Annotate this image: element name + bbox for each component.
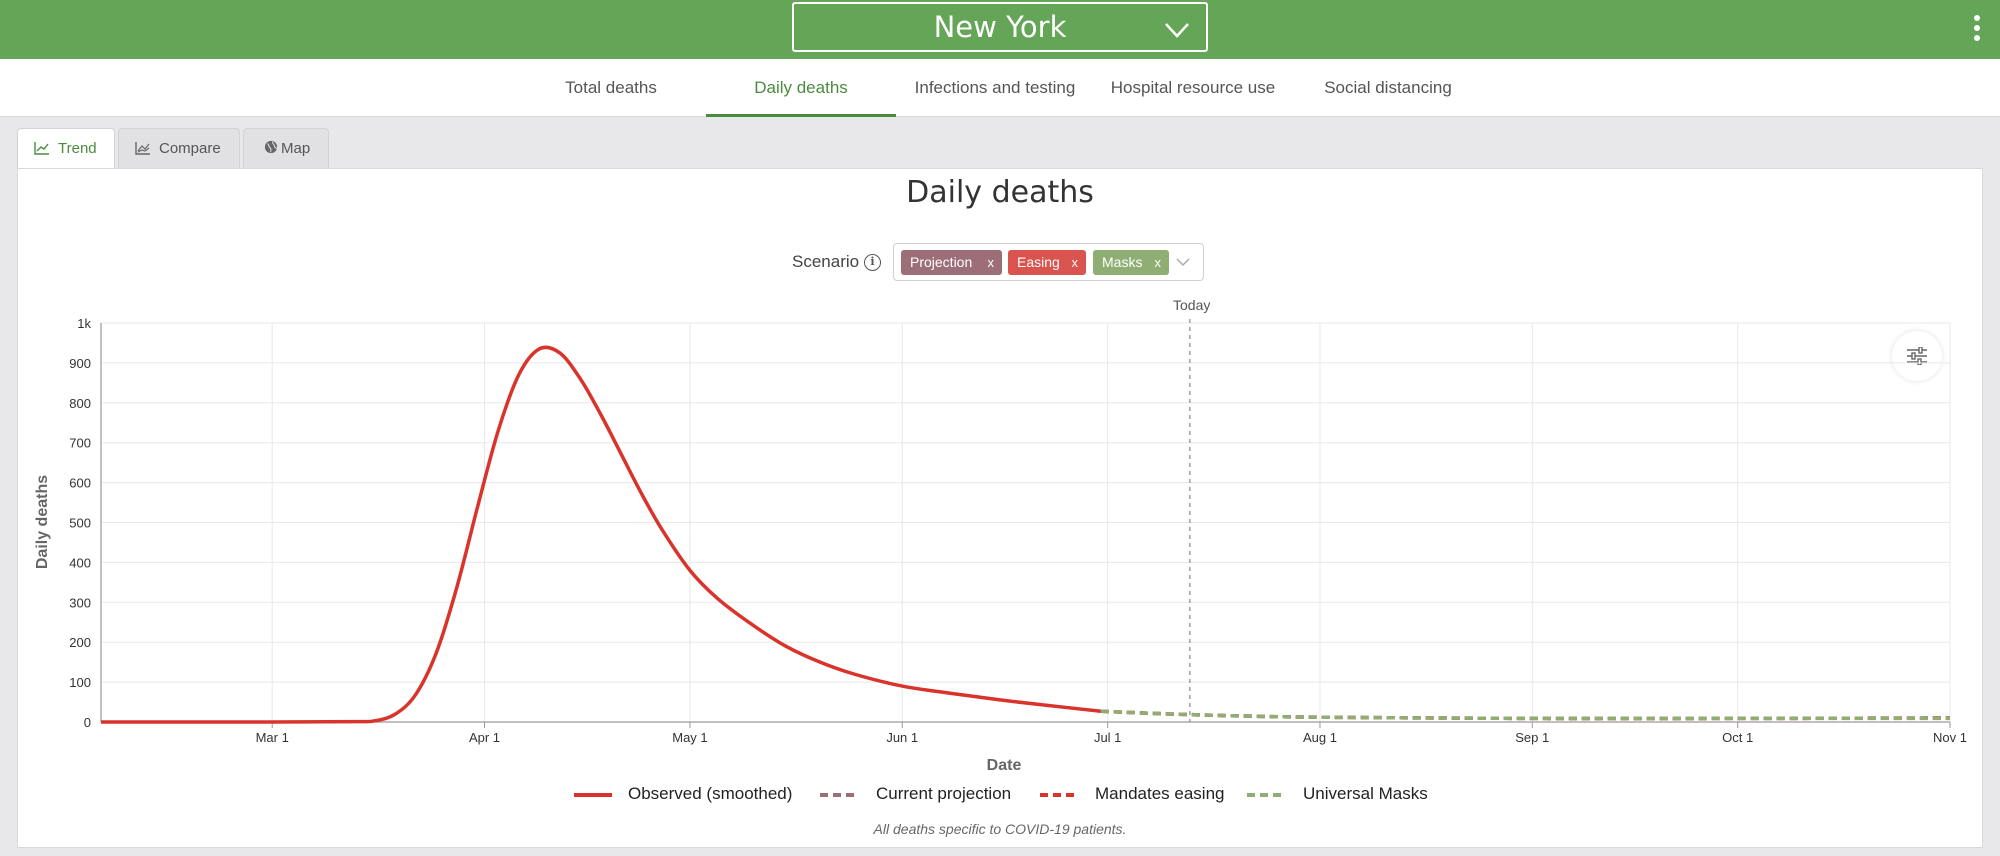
chip-label: Easing xyxy=(1017,254,1060,270)
close-icon[interactable]: x xyxy=(987,255,995,270)
location-dropdown[interactable]: New York xyxy=(792,2,1208,52)
chevron-down-icon[interactable] xyxy=(1175,254,1191,270)
legend-swatch-dashed xyxy=(820,793,858,797)
tab-total-deaths[interactable]: Total deaths xyxy=(565,78,657,97)
chip-label: Projection xyxy=(910,254,973,270)
scenario-chip-projection[interactable]: Projection x xyxy=(901,250,1002,275)
tab-infections-testing[interactable]: Infections and testing xyxy=(914,78,1076,97)
legend-swatch-solid xyxy=(574,793,612,797)
metric-tabs: Total deaths Daily deaths Infections and… xyxy=(0,59,2000,117)
scenario-chip-masks[interactable]: Masks x xyxy=(1093,250,1169,275)
close-icon[interactable]: x xyxy=(1071,255,1079,270)
globe-icon xyxy=(264,140,278,154)
tab-daily-deaths[interactable]: Daily deaths xyxy=(706,59,896,117)
line-chart-icon xyxy=(34,142,49,155)
chart-footnote: All deaths specific to COVID-19 patients… xyxy=(873,821,1127,837)
view-tab-label: Compare xyxy=(159,140,221,157)
legend-label: Universal Masks xyxy=(1303,784,1428,803)
today-label: Today xyxy=(1173,297,1211,313)
view-tab-label: Map xyxy=(281,140,311,157)
kebab-menu-icon[interactable] xyxy=(1968,12,1986,44)
top-header: New York xyxy=(0,0,2000,59)
location-label: New York xyxy=(933,10,1067,44)
chip-label: Masks xyxy=(1102,254,1143,270)
scenario-chip-easing[interactable]: Easing x xyxy=(1008,250,1086,275)
view-tab-map[interactable]: Map xyxy=(243,128,329,168)
view-tab-compare[interactable]: Compare xyxy=(118,128,240,168)
chevron-down-icon xyxy=(1165,23,1189,38)
chart-settings-button[interactable] xyxy=(1892,331,1942,381)
tab-social-distancing[interactable]: Social distancing xyxy=(1324,78,1452,97)
tab-hospital-resource-use[interactable]: Hospital resource use xyxy=(1110,78,1276,97)
legend-label: Current projection xyxy=(876,784,1012,803)
close-icon[interactable]: x xyxy=(1154,255,1162,270)
legend-swatch-dashed xyxy=(1040,793,1078,797)
chart-title: Daily deaths xyxy=(906,175,1094,210)
scenario-label: Scenario xyxy=(792,252,860,271)
legend-label: Observed (smoothed) xyxy=(628,784,793,803)
legend-label: Mandates easing xyxy=(1095,784,1225,803)
legend-swatch-dashed xyxy=(1247,793,1285,797)
compare-chart-icon xyxy=(135,142,150,155)
view-tab-trend[interactable]: Trend xyxy=(17,128,115,168)
sliders-icon xyxy=(1907,347,1927,365)
info-icon[interactable]: i xyxy=(864,254,881,271)
view-tab-label: Trend xyxy=(58,140,97,157)
